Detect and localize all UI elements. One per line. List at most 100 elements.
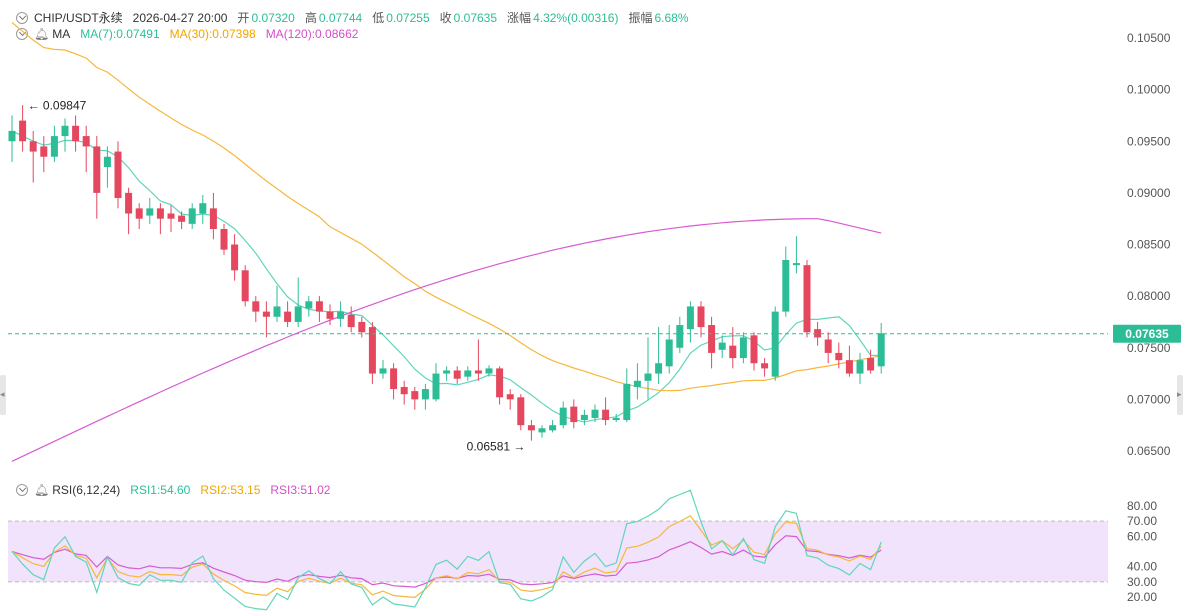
ma-collapse-icon[interactable] <box>16 28 28 40</box>
price-tick-label: 0.07000 <box>1127 392 1171 406</box>
candle-body <box>421 389 429 400</box>
candle-body <box>718 342 726 350</box>
candle-body <box>824 339 832 353</box>
candle-body <box>729 345 737 359</box>
candle-body <box>432 373 440 400</box>
change-value: 4.32%(0.00316) <box>533 10 619 25</box>
rsi-collapse-icon[interactable] <box>16 484 28 496</box>
price-tick-label: 0.10000 <box>1127 83 1171 97</box>
ma30-value: MA(30):0.07398 <box>169 27 256 41</box>
candle-body <box>867 358 875 371</box>
candle-body <box>612 417 620 421</box>
candle-body <box>845 360 853 374</box>
candle-body <box>814 329 822 338</box>
low-label: 低 <box>372 11 385 25</box>
candle-body <box>61 125 69 137</box>
candle-body <box>50 136 58 157</box>
candle-body <box>400 386 408 395</box>
candle-body <box>877 333 885 367</box>
candle-body <box>368 327 376 374</box>
ma120-line <box>11 218 882 462</box>
candle-body <box>771 311 779 377</box>
price-axis: 0.10500 0.10000 0.09500 0.09000 0.08500 0.080… <box>1127 31 1171 458</box>
rsi3-value: RSI3:51.02 <box>270 483 331 497</box>
symbol-label: CHIP/USDT永续 <box>34 11 123 25</box>
candle-body <box>411 391 419 400</box>
rsi1-value: RSI1:54.60 <box>130 483 191 497</box>
candle-body <box>697 306 705 328</box>
candle-body <box>527 425 535 431</box>
price-tick-label: 0.08000 <box>1127 289 1171 303</box>
candle-body <box>103 156 111 168</box>
candle-body <box>188 208 196 224</box>
candle-body <box>82 136 90 147</box>
open-value: 0.07320 <box>251 10 295 25</box>
candle-body <box>156 208 164 219</box>
high-annotation: ← 0.09847 <box>28 98 87 112</box>
candle-body <box>326 311 334 319</box>
candle-body <box>676 325 684 348</box>
candle-body <box>655 363 663 374</box>
candle-body <box>792 263 800 266</box>
ma-name: MA <box>52 27 71 41</box>
rsi-bell-icon[interactable]: 🔔︎ <box>34 483 50 497</box>
price-tick-label: 0.07500 <box>1127 341 1171 355</box>
rsi3-line <box>11 535 882 588</box>
candlestick-series <box>8 105 885 441</box>
bell-icon[interactable]: 🔔︎ <box>34 27 50 41</box>
candle-body <box>580 414 588 421</box>
candle-body <box>209 208 217 230</box>
last-price-label: 0.07635 <box>1125 327 1169 341</box>
candle-body <box>602 409 610 421</box>
price-tick-label: 0.10500 <box>1127 31 1171 45</box>
candle-body <box>273 306 281 317</box>
candle-body <box>761 363 769 369</box>
amplitude-label: 振幅 <box>628 11 653 25</box>
close-value: 0.07635 <box>453 10 498 25</box>
change-label: 涨幅 <box>507 11 532 25</box>
rsi-tick-label: 60.00 <box>1127 529 1157 543</box>
candle-body <box>739 337 747 359</box>
candle-body <box>750 335 758 364</box>
left-scroll-handle[interactable]: ◂ <box>0 375 6 415</box>
candle-body <box>485 368 493 374</box>
candle-body <box>284 311 292 322</box>
ohlc-header: CHIP/USDT永续 2026-04-27 20:00 开 0.07320 高… <box>16 9 689 26</box>
candle-body <box>294 306 302 322</box>
rsi-tick-label: 40.00 <box>1127 560 1157 574</box>
amplitude-value: 6.68% <box>654 10 689 25</box>
candle-body <box>379 368 387 374</box>
candle-body <box>559 407 567 426</box>
candle-body <box>167 213 175 219</box>
candle-body <box>496 368 504 398</box>
candle-body <box>474 370 482 374</box>
rsi1-line <box>11 489 882 611</box>
low-annotation: 0.06581 → <box>467 440 526 454</box>
rsi-tick-label: 30.00 <box>1127 575 1157 589</box>
ma7-value: MA(7):0.07491 <box>80 27 160 41</box>
high-label: 高 <box>304 11 317 25</box>
low-value: 0.07255 <box>386 10 430 25</box>
candle-body <box>464 370 472 377</box>
candle-body <box>686 306 694 330</box>
rsi-name: RSI(6,12,24) <box>52 483 121 497</box>
rsi2-value: RSI2:53.15 <box>200 483 261 497</box>
candle-body <box>114 151 122 199</box>
collapse-chevron-icon[interactable] <box>16 11 28 24</box>
candle-body <box>72 125 80 142</box>
candle-body <box>178 215 186 222</box>
candle-body <box>835 352 843 361</box>
candle-body <box>93 146 101 193</box>
ma30-line <box>11 22 882 392</box>
price-tick-label: 0.09000 <box>1127 186 1171 200</box>
right-scroll-handle[interactable]: ▸ <box>1177 375 1183 415</box>
price-tick-label: 0.08500 <box>1127 238 1171 252</box>
price-annotations: 0.07635 ← 0.09847 0.06581 → <box>8 98 1181 454</box>
candle-body <box>8 130 16 142</box>
ma120-value: MA(120):0.08662 <box>265 27 359 41</box>
candle-body <box>125 192 133 214</box>
close-label: 收 <box>439 11 452 25</box>
last-price-tag <box>1113 324 1181 343</box>
